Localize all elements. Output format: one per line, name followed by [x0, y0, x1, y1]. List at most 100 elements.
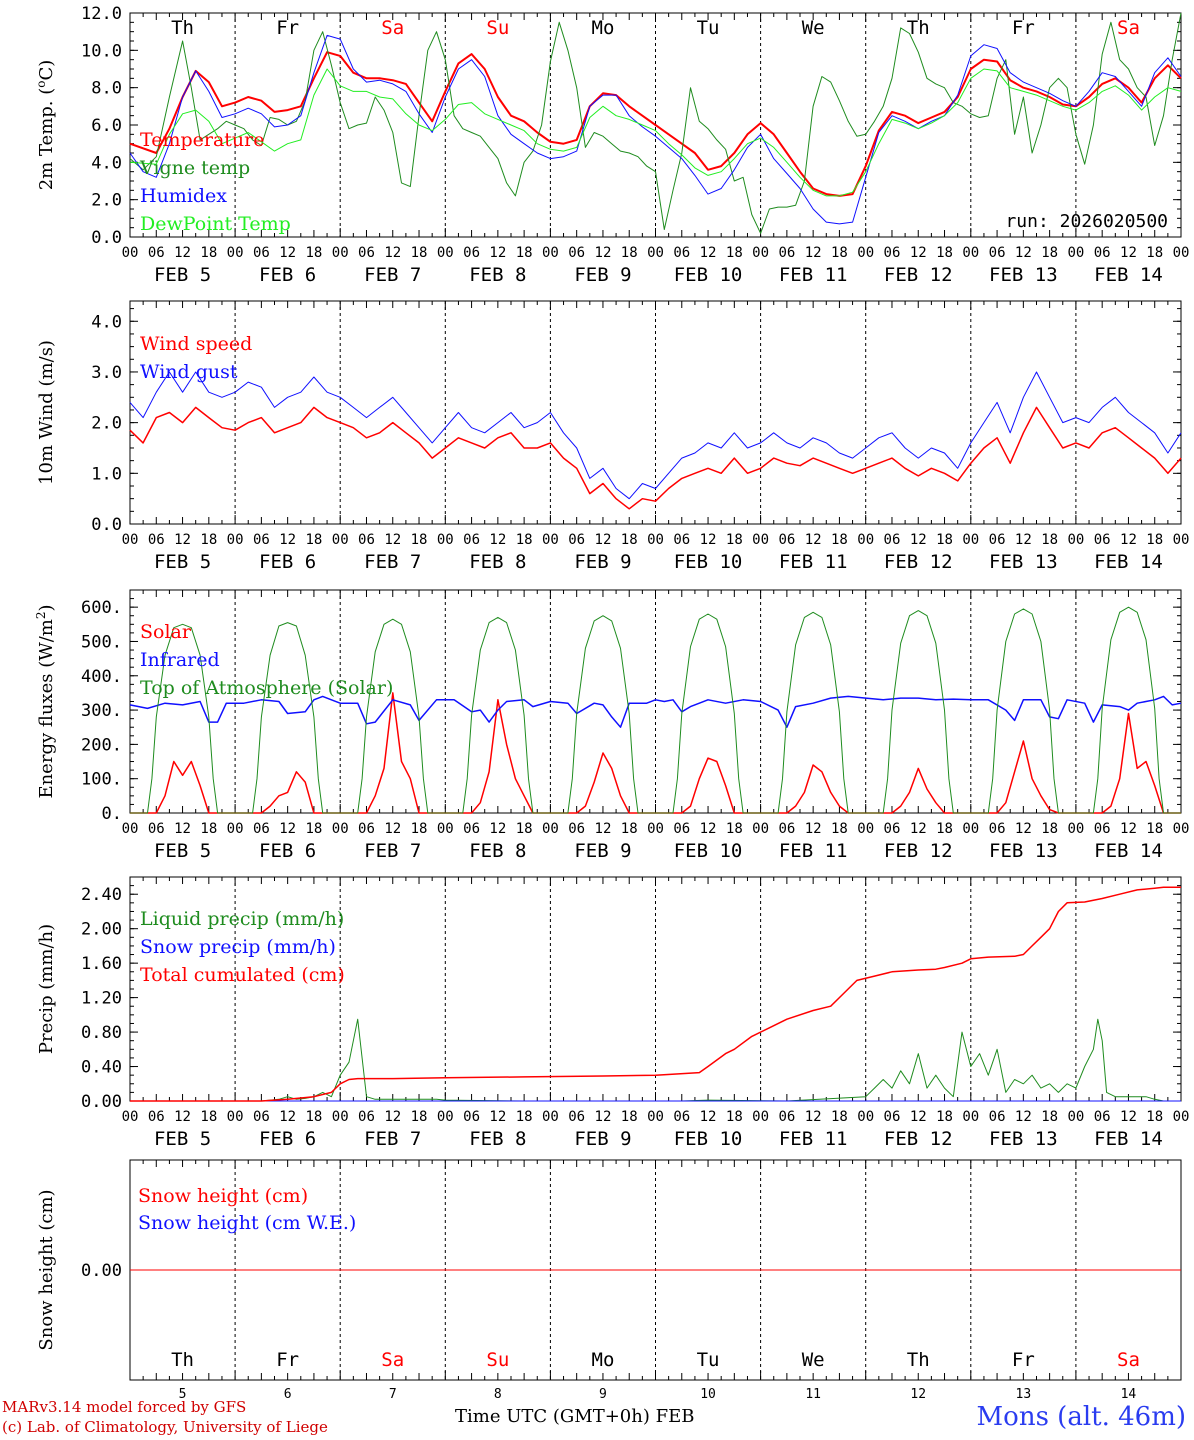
hour-label: 06	[673, 821, 690, 837]
date-label: FEB 6	[259, 551, 316, 573]
hour-label: 06	[358, 1109, 375, 1125]
hour-label: 06	[358, 532, 375, 548]
day-name-bottom: Fr	[276, 1349, 299, 1371]
hour-label: 00	[962, 821, 979, 837]
day-number: 13	[1016, 1387, 1032, 1402]
day-name-bottom: We	[802, 1349, 825, 1371]
hour-label: 12	[174, 1109, 191, 1125]
hour-label: 00	[1173, 1109, 1190, 1125]
hour-label: 12	[384, 821, 401, 837]
day-name-top: Tu	[697, 17, 720, 39]
hour-label: 12	[279, 821, 296, 837]
hour-label: 06	[884, 245, 901, 261]
legend-entry: Solar	[140, 621, 192, 643]
day-name-bottom: Fr	[1012, 1349, 1035, 1371]
hour-label: 12	[1015, 1109, 1032, 1125]
hour-label: 18	[621, 532, 638, 548]
hour-label: 00	[1173, 245, 1190, 261]
hour-label: 12	[700, 532, 717, 548]
date-label: FEB 6	[259, 1128, 316, 1150]
day-name-top: Sa	[1117, 17, 1140, 39]
hour-label: 00	[1173, 821, 1190, 837]
hour-label: 12	[489, 245, 506, 261]
date-label: FEB 8	[469, 840, 526, 862]
hour-label: 18	[726, 245, 743, 261]
day-name-bottom: Su	[486, 1349, 509, 1371]
hour-label: 00	[227, 821, 244, 837]
hour-label: 18	[936, 821, 953, 837]
day-number: 9	[599, 1387, 607, 1402]
y-axis-label: Energy fluxes (W/m2)	[34, 604, 57, 798]
hour-label: 00	[332, 245, 349, 261]
hour-label: 18	[831, 1109, 848, 1125]
y-tick-label: 1.20	[81, 989, 122, 1009]
series-line-solar	[130, 692, 1181, 814]
hour-label: 12	[595, 821, 612, 837]
hour-label: 18	[305, 532, 322, 548]
y-tick-label: 3.0	[91, 363, 122, 383]
hour-label: 18	[1146, 821, 1163, 837]
hour-label: 06	[778, 532, 795, 548]
hour-label: 18	[411, 532, 428, 548]
date-label: FEB 10	[674, 264, 743, 286]
day-name-top: Th	[171, 17, 194, 39]
hour-label: 00	[752, 245, 769, 261]
panel-3: 0. 100. 200. 300. 400. 500. 600. Energy fluxes …	[34, 589, 1190, 862]
y-tick-label: 2.00	[81, 920, 122, 940]
date-label: FEB 8	[469, 264, 526, 286]
y-axis-label: Precip (mm/h)	[36, 924, 57, 1054]
hour-label: 18	[1041, 245, 1058, 261]
hour-label: 06	[148, 1109, 165, 1125]
date-label: FEB 11	[779, 264, 848, 286]
hour-label: 18	[516, 821, 533, 837]
footer-lab: (c) Lab. of Climatology, University of L…	[2, 1418, 328, 1436]
hour-label: 18	[621, 245, 638, 261]
hour-label: 06	[884, 821, 901, 837]
hour-label: 18	[1041, 821, 1058, 837]
day-name-top: Fr	[1012, 17, 1035, 39]
date-label: FEB 11	[779, 1128, 848, 1150]
legend-entry: Wind speed	[140, 333, 252, 355]
hour-label: 18	[1146, 532, 1163, 548]
day-name-bottom: Sa	[381, 1349, 404, 1371]
hour-label: 06	[253, 532, 270, 548]
hour-label: 12	[805, 245, 822, 261]
y-tick-label: 2.0	[91, 191, 122, 211]
series-line-top-of-atmosphere-solar-	[130, 606, 1181, 814]
y-tick-label: 0.00	[81, 1261, 122, 1281]
day-name-top: Mo	[592, 17, 615, 39]
hour-label: 18	[305, 1109, 322, 1125]
day-number: 7	[389, 1387, 397, 1402]
hour-label: 12	[489, 1109, 506, 1125]
day-number: 6	[284, 1387, 292, 1402]
hour-label: 00	[542, 532, 559, 548]
legend-entry: Snow height (cm W.E.)	[138, 1212, 356, 1234]
hour-label: 06	[253, 821, 270, 837]
hour-label: 06	[673, 532, 690, 548]
hour-label: 00	[962, 1109, 979, 1125]
date-label: FEB 10	[674, 1128, 743, 1150]
hour-label: 18	[831, 245, 848, 261]
y-tick-label: 4.0	[91, 153, 122, 173]
hour-label: 12	[700, 245, 717, 261]
hour-label: 18	[516, 245, 533, 261]
hour-label: 18	[200, 1109, 217, 1125]
hour-label: 12	[1120, 1109, 1137, 1125]
hour-label: 18	[200, 532, 217, 548]
y-tick-label: 2.40	[81, 885, 122, 905]
series-line-wind-speed	[129, 406, 1182, 510]
hour-label: 18	[411, 821, 428, 837]
y-tick-label: 300.	[81, 701, 122, 721]
date-label: FEB 6	[259, 264, 316, 286]
date-label: FEB 9	[574, 1128, 631, 1150]
y-tick-label: 1.60	[81, 954, 122, 974]
hour-label: 18	[936, 532, 953, 548]
day-number: 11	[805, 1387, 821, 1402]
y-tick-label: 200.	[81, 735, 122, 755]
hour-label: 00	[647, 532, 664, 548]
hour-label: 06	[148, 245, 165, 261]
hour-label: 12	[174, 532, 191, 548]
hour-label: 06	[778, 821, 795, 837]
hour-label: 00	[332, 1109, 349, 1125]
